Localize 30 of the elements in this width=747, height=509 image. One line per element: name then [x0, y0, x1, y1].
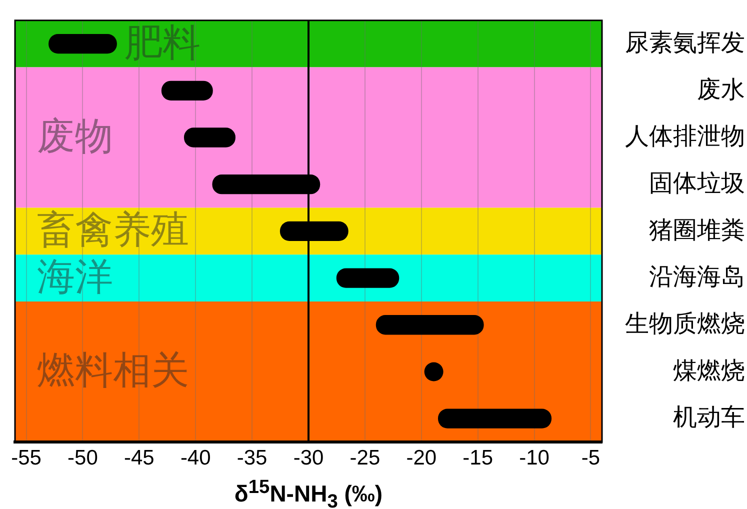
y-tick-label: 沿海海岛	[649, 264, 745, 291]
y-tick-label: 猪圈堆粪	[649, 216, 745, 244]
x-axis-title: δ$^{15}$N-NH$_{3}$ (‰)	[233, 476, 384, 509]
x-tick-label: -40	[180, 446, 211, 470]
band-label: 海洋	[37, 256, 113, 299]
x-tick-label: -30	[293, 446, 324, 470]
bar	[438, 408, 552, 428]
y-tick-label: 废水	[697, 76, 745, 104]
x-tick-label: -50	[68, 446, 98, 470]
x-tick-label: -35	[236, 446, 268, 470]
bar	[48, 34, 117, 54]
band-label: 畜禽养殖	[37, 210, 189, 252]
x-tick-label: -55	[11, 446, 42, 470]
x-tick-label: -10	[519, 446, 550, 470]
bar	[376, 315, 484, 335]
x-tick-label: -20	[406, 446, 437, 470]
band-label: 燃料相关	[37, 350, 189, 392]
x-tick-label: -45	[124, 446, 154, 470]
y-tick-label: 尿素氨挥发	[625, 29, 745, 56]
y-tick-label: 煤燃烧	[673, 357, 745, 384]
bar	[336, 268, 400, 288]
y-tick-label: 人体排泄物	[625, 123, 745, 150]
y-tick-label: 机动车	[673, 404, 745, 432]
y-tick-label: 固体垃圾	[649, 170, 745, 197]
y-tick-label: 生物质燃烧	[625, 310, 745, 338]
x-tick-label: -15	[462, 446, 494, 470]
band-label: 废物	[37, 116, 113, 158]
band-label: 肥料	[124, 22, 201, 64]
x-tick-label: -5	[581, 446, 600, 470]
x-tick-label: -25	[350, 446, 380, 470]
